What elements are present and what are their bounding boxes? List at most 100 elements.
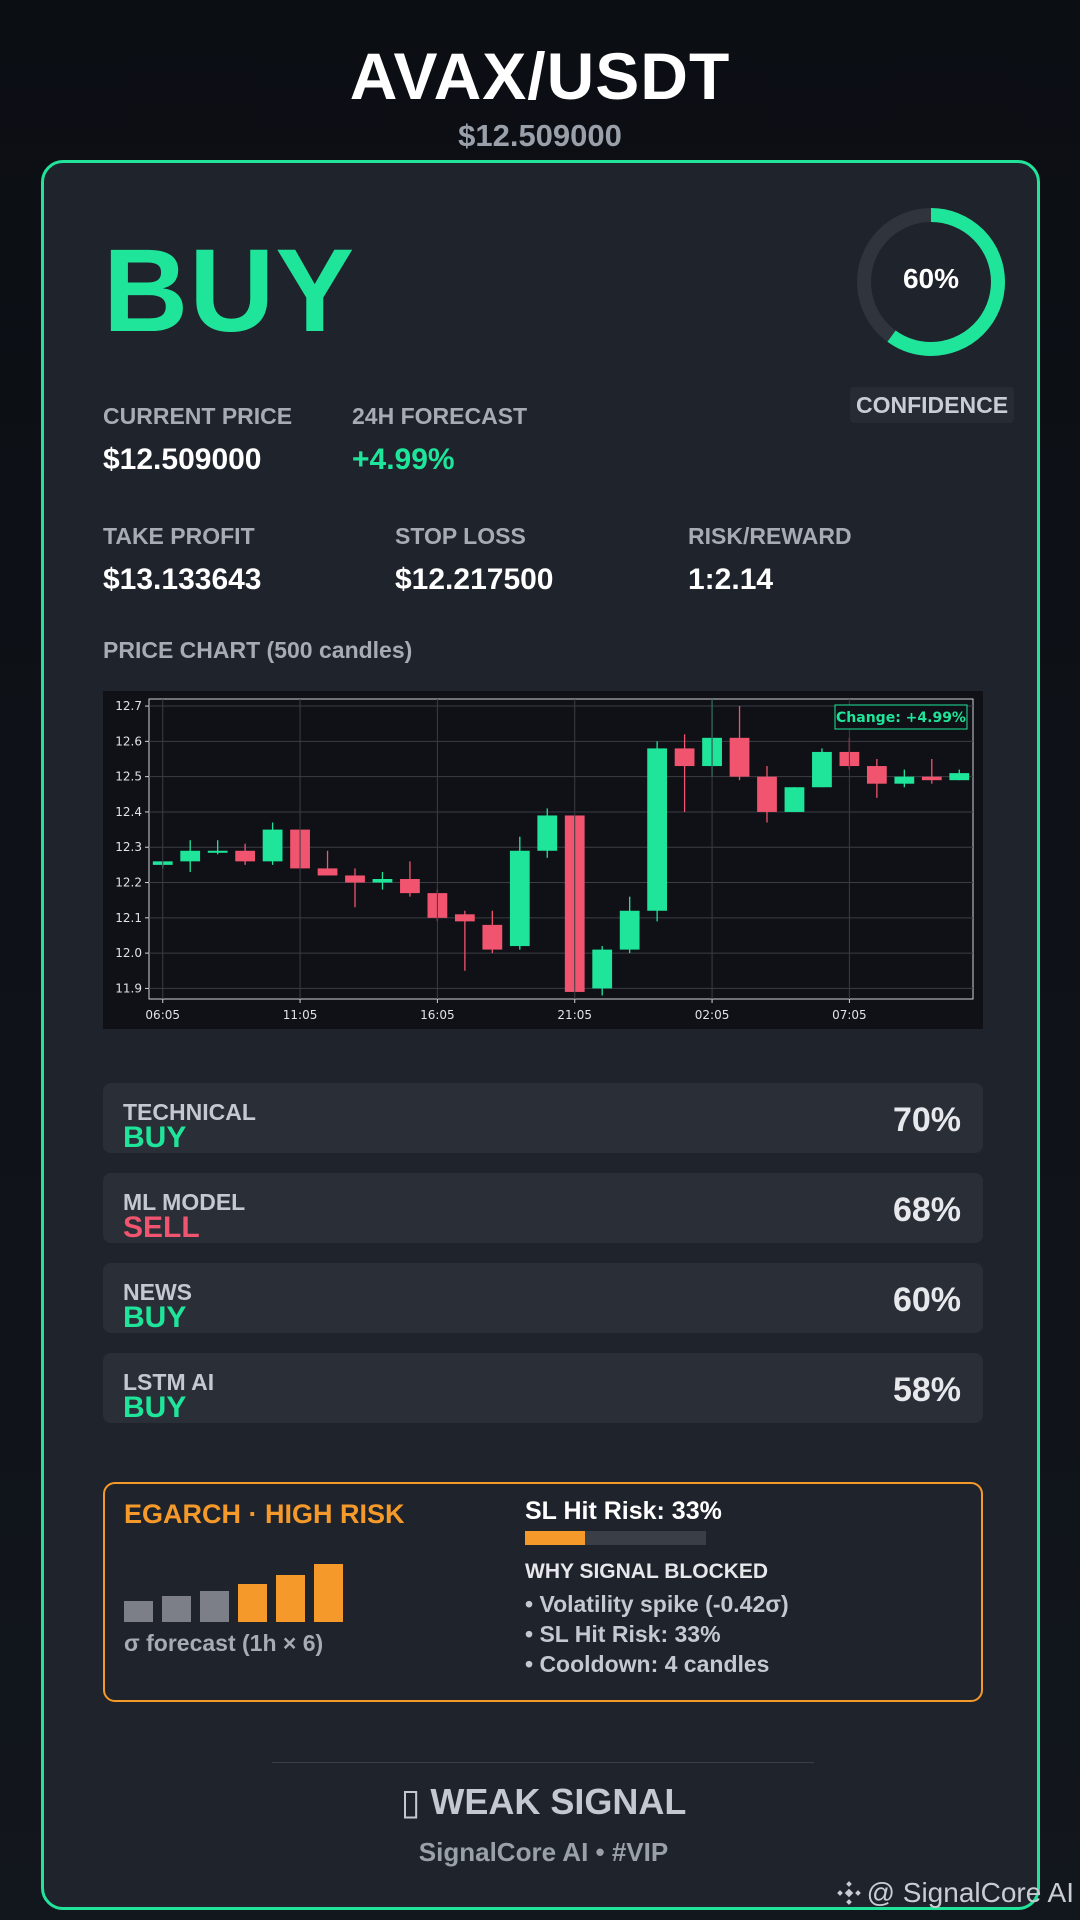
y-tick-label: 12.6 xyxy=(115,734,142,748)
indicator-row-news: NEWS BUY 60% xyxy=(103,1263,983,1334)
indicator-name: ML MODEL xyxy=(123,1189,246,1215)
indicator-percent: 58% xyxy=(892,1371,961,1409)
y-tick-label: 12.7 xyxy=(115,699,142,713)
candle-body xyxy=(372,879,393,883)
x-tick-label: 02:05 xyxy=(695,1008,730,1022)
indicator-signal: BUY xyxy=(123,1301,187,1334)
current-price-label: CURRENT PRICE xyxy=(103,403,293,429)
candle-body xyxy=(207,850,228,853)
candle-body xyxy=(592,949,613,989)
candle-body xyxy=(317,868,338,876)
brand-tag: SignalCore AI • #VIP xyxy=(418,1837,669,1867)
candle-body xyxy=(345,875,365,883)
signal-action: BUY xyxy=(103,225,356,357)
diamond-logo-icon xyxy=(836,1881,861,1905)
candle-body xyxy=(262,829,283,862)
y-tick-label: 11.9 xyxy=(115,981,142,995)
indicator-row-ml-model: ML MODEL SELL 68% xyxy=(103,1173,983,1244)
risk-title: EGARCH · HIGH RISK xyxy=(124,1499,405,1529)
candle-body xyxy=(812,751,832,788)
candle-body xyxy=(729,737,750,777)
forecast-value: +4.99% xyxy=(352,443,455,476)
candle-body xyxy=(757,776,777,812)
risk-reward-value: 1:2.14 xyxy=(688,563,774,596)
chart-section-label: PRICE CHART (500 candles) xyxy=(103,637,413,663)
x-tick-label: 06:05 xyxy=(145,1008,180,1022)
candle-body xyxy=(949,773,970,781)
watermark-text: @ SignalCore AI xyxy=(866,1877,1074,1908)
confidence-gauge xyxy=(857,208,1005,356)
y-tick-label: 12.3 xyxy=(115,840,142,854)
x-tick-label: 11:05 xyxy=(283,1008,318,1022)
candle-body xyxy=(784,787,805,812)
candle-body xyxy=(235,850,256,862)
blocked-reason: • SL Hit Risk: 33% xyxy=(525,1621,721,1647)
sl-hit-risk-bar xyxy=(525,1531,706,1545)
sigma-bar xyxy=(314,1564,343,1622)
candle-body xyxy=(509,850,530,947)
change-annotation: Change: +4.99% xyxy=(836,710,966,726)
indicator-name: TECHNICAL xyxy=(123,1099,256,1125)
sigma-bar xyxy=(124,1601,153,1622)
indicator-percent: 68% xyxy=(892,1191,961,1229)
y-tick-label: 12.4 xyxy=(115,805,142,819)
take-profit-label: TAKE PROFIT xyxy=(103,523,255,549)
candle-body xyxy=(647,748,668,911)
plot-frame xyxy=(148,698,974,1000)
sigma-bar xyxy=(200,1590,229,1622)
candle-body xyxy=(894,776,915,784)
candle-body xyxy=(921,776,942,781)
forecast-label: 24H FORECAST xyxy=(352,403,528,429)
watermark: @ SignalCore AI xyxy=(836,1877,1074,1909)
risk-panel: EGARCH · HIGH RISK σ forecast (1h × 6) S… xyxy=(103,1482,983,1702)
price-chart-svg: 12.7 12.6 12.5 12.4 12.3 12.2 12.1 12.0 11.906:0… xyxy=(115,698,974,1022)
sl-hit-risk-title: SL Hit Risk: 33% xyxy=(525,1497,722,1525)
footer-divider xyxy=(272,1762,814,1763)
risk-reward-label: RISK/REWARD xyxy=(688,523,852,549)
x-tick-label: 21:05 xyxy=(557,1008,592,1022)
y-tick-label: 12.2 xyxy=(115,876,142,890)
y-tick-label: 12.1 xyxy=(115,911,142,925)
signal-card: BUY 60% CONFIDENCE CURRENT PRICE $12.509… xyxy=(41,160,1040,1910)
y-tick-label: 12.5 xyxy=(115,770,142,784)
indicator-row-technical: TECHNICAL BUY 70% xyxy=(103,1083,983,1154)
change-annotation-box xyxy=(834,704,968,730)
candle-body xyxy=(400,879,420,894)
indicator-row-lstm-ai: LSTM AI BUY 58% xyxy=(103,1353,983,1424)
sl-hit-risk-fill xyxy=(525,1531,585,1545)
indicator-percent: 70% xyxy=(892,1101,961,1139)
candle-body xyxy=(866,766,887,784)
indicator-name: NEWS xyxy=(123,1279,192,1305)
candle-body xyxy=(619,910,640,950)
take-profit-value: $13.133643 xyxy=(103,563,262,596)
indicator-signal: BUY xyxy=(123,1121,187,1154)
why-blocked-title: WHY SIGNAL BLOCKED xyxy=(525,1560,769,1583)
x-tick-label: 16:05 xyxy=(420,1008,455,1022)
candle-body xyxy=(482,924,503,950)
pair-price: $12.509000 xyxy=(458,118,622,153)
x-tick-label: 07:05 xyxy=(832,1008,867,1022)
y-tick-label: 12.0 xyxy=(115,946,142,960)
current-price-value: $12.509000 xyxy=(103,443,262,476)
confidence-label: CONFIDENCE xyxy=(850,387,1014,423)
sigma-bar xyxy=(276,1575,305,1622)
blocked-reason: • Cooldown: 4 candles xyxy=(525,1651,770,1677)
indicator-name: LSTM AI xyxy=(123,1369,215,1395)
sigma-bar xyxy=(238,1583,267,1622)
confidence-value: 60% xyxy=(902,263,960,294)
stop-loss-value: $12.217500 xyxy=(395,563,554,596)
blocked-reason: • Volatility spike (-0.42σ) xyxy=(525,1591,789,1617)
sigma-caption: σ forecast (1h × 6) xyxy=(124,1630,324,1656)
candle-body xyxy=(674,748,695,767)
indicator-signal: BUY xyxy=(123,1391,187,1424)
signal-verdict: ▯ WEAK SIGNAL xyxy=(400,1781,687,1822)
candle-body xyxy=(454,914,475,922)
indicator-signal: SELL xyxy=(123,1211,200,1244)
candle-body xyxy=(180,850,201,862)
sigma-bar xyxy=(162,1595,191,1622)
price-chart: 12.7 12.6 12.5 12.4 12.3 12.2 12.1 12.0 11.9 06:0… xyxy=(103,691,983,1029)
stop-loss-label: STOP LOSS xyxy=(395,523,526,549)
gauge-arc xyxy=(857,208,1005,356)
pair-title: AVAX/USDT xyxy=(349,39,731,113)
candle-body xyxy=(537,815,558,851)
